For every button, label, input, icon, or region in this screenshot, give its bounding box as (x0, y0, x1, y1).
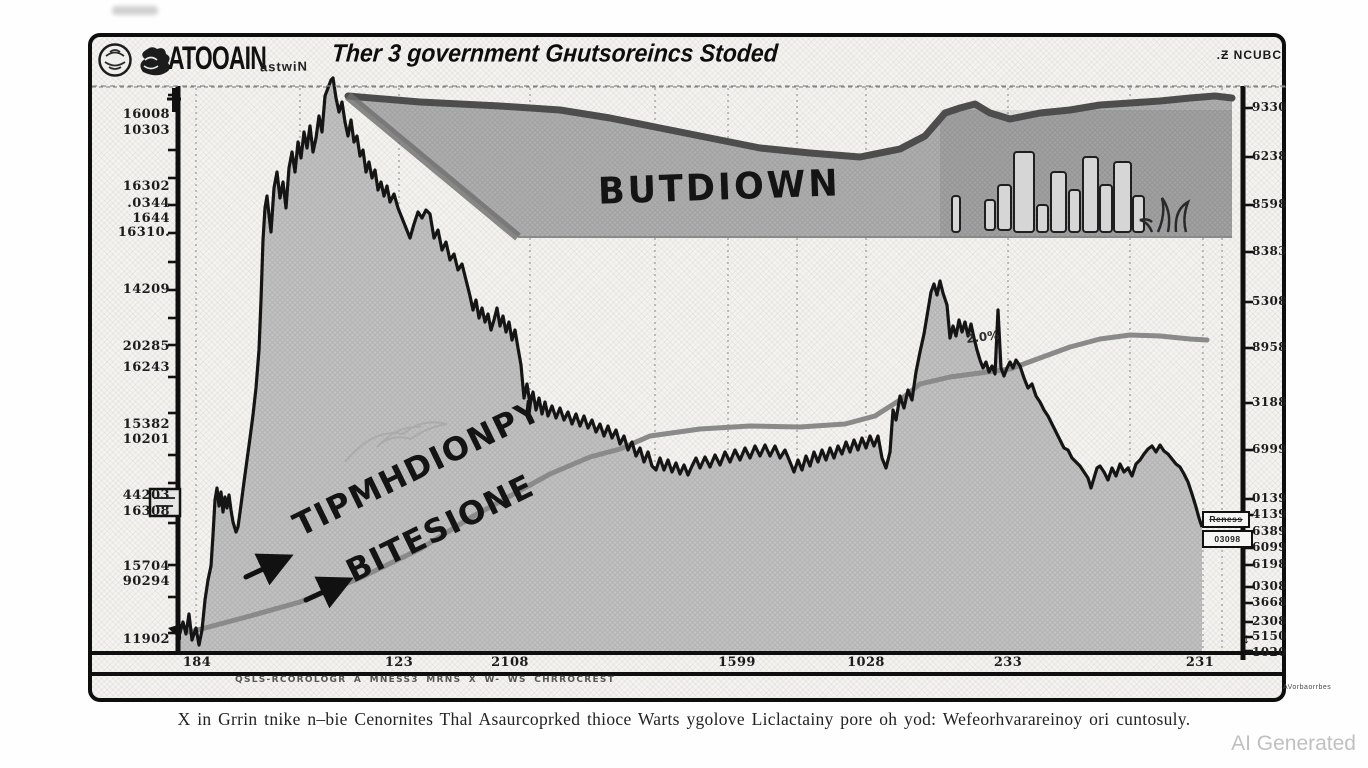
x-axis-label: 231 (1185, 655, 1215, 670)
left-axis-label: 15382 (122, 417, 170, 432)
right-axis-label: 3668 (1252, 595, 1287, 609)
mountain-area (179, 78, 1202, 651)
header-divider (92, 85, 1286, 87)
price-tag-upper: Reness (1202, 511, 1250, 528)
price-tag-lower: 03098 (1202, 530, 1253, 548)
left-axis-label: 16243 (122, 360, 170, 375)
right-axis-label: 9330 (1252, 100, 1287, 114)
logo-subtext: astwiN (259, 58, 309, 75)
axis-marker-scribble (154, 497, 175, 507)
header-right-text: .Ƶ NCUBC (1216, 48, 1282, 62)
right-axis-label: 6099 (1252, 540, 1287, 554)
right-axis-label: 2308 (1252, 614, 1287, 628)
right-axis-label: 6999 (1252, 442, 1287, 456)
banner-diagonal (345, 92, 521, 241)
ai-generated-watermark: AI Generated (1231, 732, 1356, 755)
skyline (951, 151, 1145, 233)
emblem-icon (140, 47, 170, 76)
left-axis-label: 16302 (122, 179, 170, 194)
left-axis-label: .0344 (127, 196, 170, 211)
left-ticks (168, 93, 178, 635)
left-axis-label: 15704 (122, 559, 170, 574)
banner-annotation: BUTDIOWN (597, 162, 842, 214)
x-axis-label: 123 (384, 655, 414, 670)
left-axis-label: 14209 (122, 282, 170, 297)
left-axis-label: 16310. (117, 225, 170, 240)
logo-text: ATOOAIN (168, 40, 267, 76)
print-smudge (112, 6, 158, 15)
trend-line (187, 332, 1210, 635)
left-axis-label: 16008 (122, 107, 170, 122)
chart-title: Ther 3 government Gнutsoreincs Stoded (331, 39, 779, 68)
right-axis-label: 6389 (1252, 524, 1287, 538)
left-axis-label: 10303 (122, 123, 170, 138)
left-axis-label: 20285 (122, 339, 170, 354)
right-axis-label: 5308 (1252, 294, 1287, 308)
left-axis-label: 44203 (122, 488, 170, 503)
left-axis-label: 1644 (132, 211, 170, 226)
down-arrow-icon: ↓ (1243, 630, 1250, 646)
corner-note: AVorbaorrbes (1283, 684, 1332, 691)
annotation-arrows (243, 553, 354, 609)
right-axis-label: 6198 (1252, 557, 1287, 571)
right-axis-label: 8958 (1252, 340, 1287, 354)
image-caption: X in Grrin tnike n–bie Cenornites Thal A… (177, 709, 1191, 729)
right-axis-label: 3188 (1252, 395, 1287, 409)
left-axis-label: 90294 (122, 574, 170, 589)
left-axis-label: 11902 (122, 632, 170, 647)
banner-edge (344, 92, 1236, 161)
right-axis-label: 0308 (1252, 579, 1287, 593)
right-axis-label: 4139 (1252, 507, 1287, 521)
x-axis-label: 233 (993, 655, 1023, 670)
price-line (177, 76, 1204, 647)
wing-scribble (344, 421, 448, 463)
right-axis-label: 5150 (1252, 629, 1287, 643)
left-axis-label: 10201 (122, 432, 170, 447)
coin-icon (98, 43, 132, 77)
chart-footnote: QSLS-RCOROLOGR A MNESS3 MRNS X W- WS CHR… (235, 675, 616, 685)
axis-marker-box (148, 487, 182, 518)
x-axis-label: 2108 (491, 655, 529, 670)
x-axis-label: 1599 (718, 655, 756, 670)
right-axis-label: 8598 (1252, 197, 1287, 211)
skyline-plant-sketch (1139, 197, 1191, 233)
right-axis-label: 1020 (1252, 645, 1287, 659)
left-axis-label: 16308 (122, 504, 170, 519)
right-axis-label: 8383 (1252, 244, 1287, 258)
x-axis-label: 1028 (847, 655, 885, 670)
x-axis-label: 184 (182, 655, 212, 670)
right-axis-label: 6238 (1252, 149, 1287, 163)
right-axis-label: 0139 (1252, 491, 1287, 505)
